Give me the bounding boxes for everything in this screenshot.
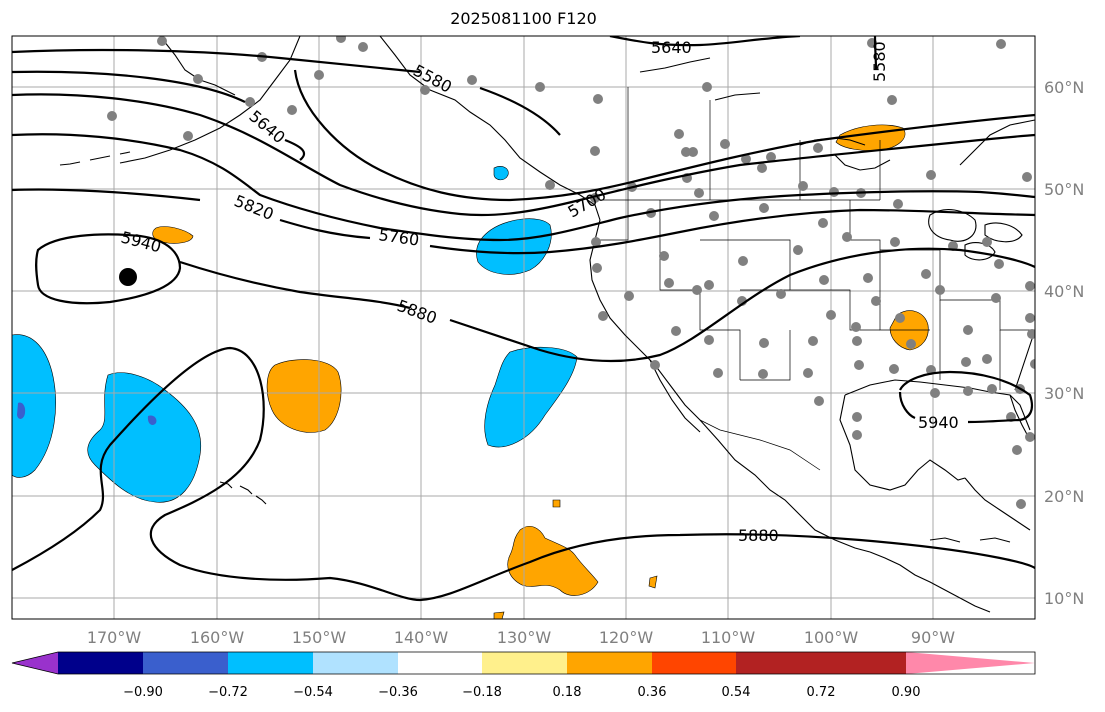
- contour-label: 5640: [651, 38, 692, 57]
- positive-anomaly-area: [266, 359, 342, 433]
- negative-anomaly-area: [493, 166, 509, 181]
- gridlines: [12, 36, 1035, 619]
- lat-label: 10°N: [1044, 589, 1084, 608]
- colorbar-tick: 0.90: [892, 685, 921, 700]
- strong-negative-core: [147, 415, 157, 425]
- lat-label: 40°N: [1044, 282, 1084, 301]
- station-dots: [107, 36, 1035, 509]
- colorbar-segment: [736, 652, 821, 674]
- colorbar-segment: [143, 652, 228, 674]
- figure-title: 2025081100 F120: [450, 9, 597, 28]
- negative-anomaly-area: [476, 218, 552, 275]
- height-contours: [12, 36, 1035, 602]
- anomaly-shading: [12, 124, 929, 619]
- contour-label: 5940: [918, 413, 959, 432]
- lon-label: 150°W: [292, 628, 347, 647]
- negative-anomaly-area: [12, 334, 56, 478]
- lon-label: 110°W: [701, 628, 756, 647]
- colorbar-tick: 0.72: [807, 685, 836, 700]
- colorbar-segment: [398, 652, 482, 674]
- positive-anomaly-area: [648, 575, 658, 589]
- lon-label: 160°W: [190, 628, 245, 647]
- colorbar: −0.90 −0.72 −0.54 −0.36 −0.18 0.18 0.36 …: [11, 651, 1036, 700]
- colorbar-segment: [228, 652, 313, 674]
- negative-anomaly-area: [87, 372, 202, 503]
- positive-anomaly-area: [493, 611, 505, 619]
- positive-anomaly-area: [507, 526, 599, 596]
- latitude-labels: 60°N 50°N 40°N 30°N 20°N 10°N: [1044, 78, 1084, 608]
- colorbar-tick: −0.90: [123, 685, 163, 700]
- lon-label: 130°W: [497, 628, 552, 647]
- negative-anomaly-area: [484, 346, 578, 448]
- colorbar-tick-labels: −0.90 −0.72 −0.54 −0.36 −0.18 0.18 0.36 …: [123, 685, 920, 700]
- colorbar-outline: [11, 651, 1036, 675]
- lon-label: 170°W: [87, 628, 142, 647]
- colorbar-segment: [313, 652, 398, 674]
- colorbar-right-extension: [906, 652, 1035, 674]
- positive-anomaly-area: [552, 499, 561, 508]
- colorbar-tick: −0.36: [378, 685, 418, 700]
- colorbar-segment: [821, 652, 906, 674]
- strong-negative-core: [17, 402, 26, 419]
- positive-anomaly-area: [152, 226, 194, 244]
- contour-label: 5880: [738, 526, 779, 545]
- map-frame: [11, 35, 1036, 620]
- colorbar-tick: −0.54: [293, 685, 333, 700]
- colorbar-tick: −0.18: [462, 685, 502, 700]
- colorbar-tick: 0.36: [638, 685, 667, 700]
- contour-label: 5580: [870, 41, 889, 82]
- colorbar-segment: [652, 652, 736, 674]
- colorbar-tick: −0.72: [208, 685, 248, 700]
- colorbar-segment: [482, 652, 567, 674]
- lon-label: 100°W: [804, 628, 859, 647]
- lat-label: 30°N: [1044, 384, 1084, 403]
- lon-label: 120°W: [599, 628, 654, 647]
- longitude-labels: 170°W 160°W 150°W 140°W 130°W 120°W 110°…: [87, 628, 955, 647]
- colorbar-segment: [567, 652, 652, 674]
- colorbar-tick: 0.18: [553, 685, 582, 700]
- lat-label: 60°N: [1044, 78, 1084, 97]
- lat-label: 20°N: [1044, 487, 1084, 506]
- colorbar-tick: 0.54: [722, 685, 751, 700]
- colorbar-segment: [58, 652, 143, 674]
- lon-label: 140°W: [394, 628, 449, 647]
- high-center-marker: [119, 268, 137, 286]
- colorbar-left-extension: [12, 652, 58, 674]
- lon-label: 90°W: [911, 628, 955, 647]
- lat-label: 50°N: [1044, 180, 1084, 199]
